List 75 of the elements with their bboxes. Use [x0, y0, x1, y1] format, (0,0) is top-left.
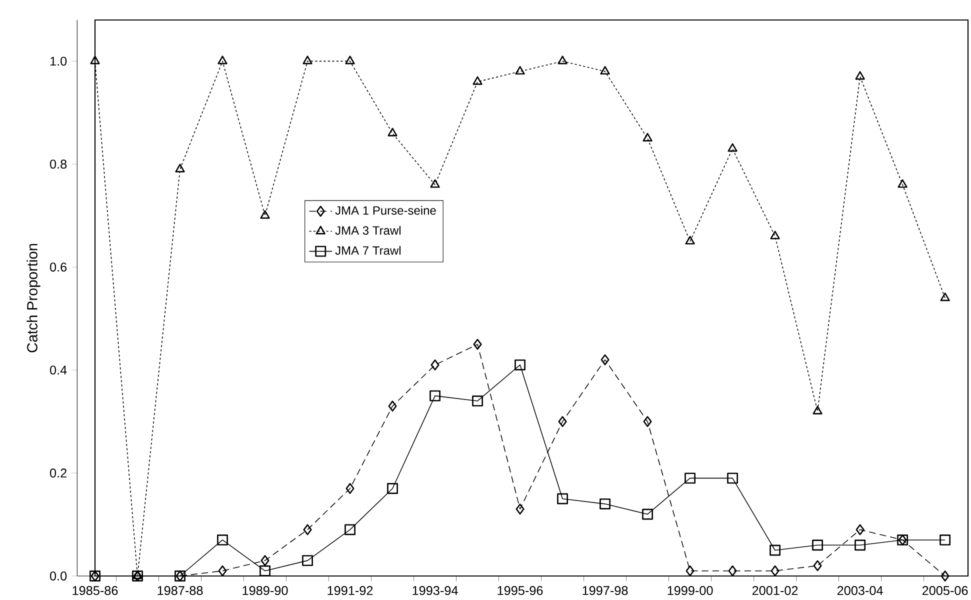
legend-label: JMA 1 Purse-seine — [335, 206, 436, 215]
point — [345, 56, 355, 64]
point — [346, 483, 354, 494]
point — [218, 565, 227, 576]
point — [940, 292, 950, 302]
x-tick-label: 1999-00 — [668, 586, 713, 596]
point — [940, 534, 951, 546]
point — [344, 524, 356, 536]
x-tick-label: 2005-06 — [922, 586, 968, 596]
point — [854, 540, 866, 551]
point — [600, 498, 611, 510]
point — [728, 143, 738, 152]
point — [642, 508, 654, 520]
point — [685, 236, 695, 244]
point — [472, 76, 482, 85]
x-tick-label: 1993-94 — [412, 586, 458, 596]
point — [600, 66, 610, 75]
point — [472, 395, 483, 406]
y-tick-label: 0.8 — [50, 160, 67, 169]
point — [430, 179, 440, 188]
point — [218, 56, 228, 64]
point — [558, 416, 567, 428]
point — [388, 400, 397, 412]
legend-label: JMA 7 Trawl — [335, 246, 400, 255]
point — [387, 483, 398, 494]
point — [856, 524, 864, 536]
point — [217, 534, 228, 546]
point — [473, 338, 482, 350]
point — [430, 359, 440, 370]
x-tick-label: 1997-98 — [582, 586, 628, 596]
x-tick-label: 1989-90 — [242, 586, 288, 596]
y-tick-label: 0.2 — [50, 468, 66, 478]
x-tick-label: 2001-02 — [752, 586, 798, 596]
y-tick-label: 0.0 — [50, 572, 67, 580]
point — [643, 416, 652, 428]
point — [600, 354, 610, 366]
x-tick-label: 2003-04 — [837, 586, 883, 596]
point — [516, 504, 524, 515]
point — [855, 71, 865, 80]
x-tick-label: 1995-96 — [498, 586, 543, 596]
point — [770, 565, 780, 576]
x-tick-label: 1985-86 — [72, 586, 118, 596]
point — [302, 56, 312, 64]
y-axis-title: Catch Proportion — [26, 244, 40, 352]
point — [813, 560, 822, 572]
point — [898, 179, 908, 188]
y-tick-label: 0.4 — [50, 366, 67, 375]
y-tick-label: 1.0 — [50, 56, 67, 66]
point — [770, 230, 780, 240]
x-tick-label: 1987-88 — [158, 586, 203, 596]
point — [260, 565, 270, 576]
point — [430, 390, 440, 402]
point — [557, 493, 568, 504]
point — [260, 555, 270, 566]
point — [812, 540, 824, 551]
point — [260, 210, 270, 219]
point — [684, 472, 696, 484]
point — [388, 128, 398, 136]
point — [558, 56, 568, 64]
point — [727, 472, 738, 484]
point — [175, 164, 185, 172]
y-tick-label: 0.6 — [50, 262, 67, 272]
point — [642, 132, 652, 142]
x-tick-label: 1991-92 — [328, 586, 373, 596]
point — [686, 565, 694, 576]
point — [514, 359, 526, 370]
point — [302, 555, 313, 566]
point — [812, 406, 822, 414]
point — [940, 570, 950, 582]
point — [728, 565, 737, 576]
point — [770, 544, 781, 556]
point — [90, 56, 100, 64]
point — [303, 524, 312, 536]
point — [515, 66, 525, 75]
legend-label: JMA 3 Trawl — [335, 226, 400, 235]
